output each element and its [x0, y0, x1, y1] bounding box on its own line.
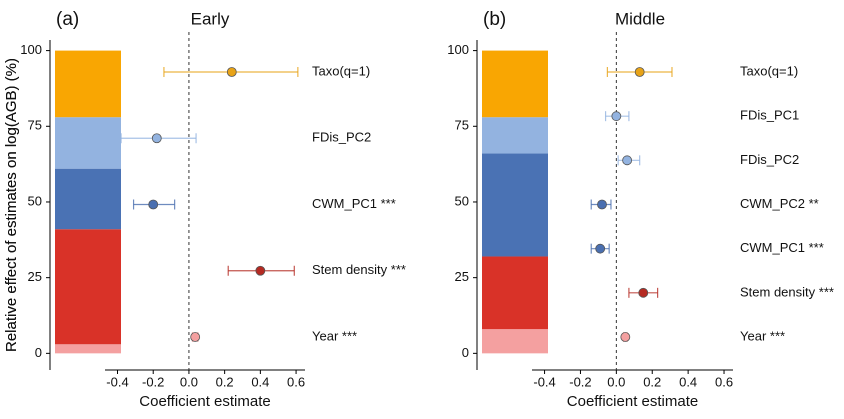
- bar-segment: [55, 168, 121, 230]
- x-tick-label: 0.4: [251, 374, 269, 389]
- estimate-point: [226, 67, 237, 77]
- bar-segment: [55, 50, 121, 118]
- x-tick-label: 0.6: [715, 374, 733, 389]
- predictor-label: Stem density ***: [312, 262, 406, 277]
- x-tick-label: 0.0: [607, 374, 625, 389]
- y-tick-label: 75: [455, 118, 469, 133]
- x-tick-label: -0.4: [533, 374, 555, 389]
- x-tick-label: -0.2: [569, 374, 591, 389]
- predictor-label: CWM_PC1 ***: [740, 240, 824, 255]
- bar-segment: [482, 50, 548, 118]
- predictor-label: Stem density ***: [740, 284, 834, 299]
- x-tick-label: 0.2: [643, 374, 661, 389]
- estimate-point: [597, 199, 607, 210]
- x-tick-label: 0.2: [216, 374, 234, 389]
- chart-title: Early: [191, 9, 230, 28]
- bar-segment: [482, 117, 548, 154]
- x-axis-label: Coefficient estimate: [139, 393, 270, 410]
- bar-segment: [482, 256, 548, 330]
- bar-segment: [55, 117, 121, 169]
- y-tick-label: 25: [28, 269, 42, 284]
- panel-label: (a): [56, 9, 79, 30]
- estimate-point: [148, 199, 159, 210]
- predictor-label: CWM_PC1 ***: [312, 196, 396, 211]
- x-tick-label: -0.2: [142, 374, 164, 389]
- estimate-point: [151, 133, 162, 144]
- y-tick-label: 0: [35, 345, 42, 360]
- estimate-point: [622, 155, 633, 166]
- x-tick-label: 0.4: [679, 374, 697, 389]
- estimate-point: [620, 332, 631, 342]
- y-axis-label: Relative effect of estimates on log(AGB)…: [3, 58, 20, 352]
- estimate-point: [255, 265, 266, 276]
- estimate-point: [611, 111, 622, 122]
- panel-label: (b): [483, 9, 506, 30]
- bar-segment: [55, 344, 121, 354]
- estimate-point: [595, 243, 606, 254]
- predictor-label: FDis_PC1: [740, 108, 799, 123]
- x-tick-label: 0.0: [180, 374, 198, 389]
- predictor-label: Year ***: [312, 328, 357, 343]
- y-tick-label: 50: [28, 193, 42, 208]
- bar-segment: [55, 229, 121, 345]
- y-tick-label: 100: [447, 42, 469, 57]
- estimate-point: [634, 67, 645, 77]
- bar-segment: [482, 153, 548, 257]
- predictor-label: Taxo(q=1): [740, 63, 798, 78]
- chart-title: Middle: [615, 9, 665, 28]
- x-tick-label: -0.4: [106, 374, 128, 389]
- predictor-label: CWM_PC2 **: [740, 196, 819, 211]
- y-axis-label: Relative effect of estimates on log(AGB)…: [3, 58, 20, 352]
- predictor-label: FDis_PC2: [312, 130, 371, 145]
- predictor-label: Year ***: [740, 328, 785, 343]
- y-tick-label: 100: [20, 42, 42, 57]
- y-tick-label: 75: [28, 118, 42, 133]
- y-tick-label: 25: [455, 269, 469, 284]
- estimate-point: [638, 287, 649, 298]
- x-axis-label: Coefficient estimate: [567, 393, 698, 410]
- bar-segment: [482, 329, 548, 354]
- predictor-label: Taxo(q=1): [312, 63, 370, 78]
- y-tick-label: 0: [462, 345, 469, 360]
- y-tick-label: 50: [455, 193, 469, 208]
- estimate-point: [190, 332, 201, 342]
- x-tick-label: 0.6: [287, 374, 305, 389]
- predictor-label: FDis_PC2: [740, 152, 799, 167]
